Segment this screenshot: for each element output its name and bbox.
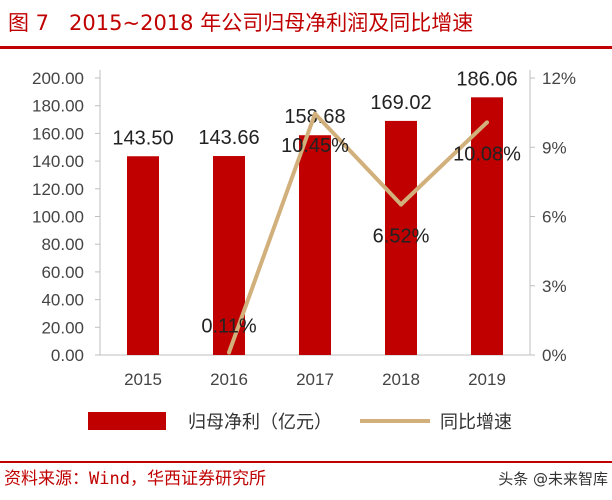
growth-point bbox=[485, 120, 489, 125]
right-axis-tick-label: 3% bbox=[542, 277, 567, 296]
figure-title-text: 2015~2018 年公司归母净利润及同比增速 bbox=[69, 11, 474, 35]
x-axis-tick-label: 2015 bbox=[124, 370, 162, 389]
bar-value-label: 143.50 bbox=[112, 127, 173, 149]
left-axis-tick-label: 60.00 bbox=[41, 263, 84, 282]
x-axis-tick-label: 2018 bbox=[382, 370, 420, 389]
source-note: 资料来源：Wind，华西证券研究所 bbox=[4, 469, 266, 489]
bar-value-label: 169.02 bbox=[370, 92, 431, 114]
legend-bar-label: 归母净利（亿元） bbox=[188, 412, 332, 433]
right-axis-tick-label: 9% bbox=[542, 138, 567, 157]
left-axis-tick-label: 0.00 bbox=[51, 346, 84, 365]
left-axis-tick-label: 200.00 bbox=[32, 69, 84, 88]
x-axis-tick-label: 2019 bbox=[468, 370, 506, 389]
bar bbox=[127, 156, 159, 355]
left-axis-tick-label: 180.00 bbox=[32, 97, 84, 116]
bar bbox=[299, 135, 331, 355]
figure-number: 图 7 bbox=[8, 11, 50, 35]
right-axis-tick-label: 0% bbox=[542, 346, 567, 365]
growth-point bbox=[399, 202, 403, 207]
left-axis-tick-label: 120.00 bbox=[32, 180, 84, 199]
left-axis-tick-label: 40.00 bbox=[41, 291, 84, 310]
legend-line-label: 同比增速 bbox=[440, 412, 512, 433]
right-axis-tick-label: 12% bbox=[542, 69, 576, 88]
bar-value-label: 143.66 bbox=[198, 127, 259, 149]
growth-value-label: 6.52% bbox=[373, 225, 430, 247]
x-axis-tick-label: 2016 bbox=[210, 370, 248, 389]
x-axis-tick-label: 2017 bbox=[296, 370, 334, 389]
left-axis-tick-label: 100.00 bbox=[32, 208, 84, 227]
growth-point bbox=[313, 111, 317, 116]
growth-point bbox=[227, 350, 231, 355]
watermark: 头条 @未来智库 bbox=[498, 470, 608, 488]
legend-bar-swatch bbox=[88, 412, 166, 430]
right-axis-tick-label: 6% bbox=[542, 208, 567, 227]
title-divider bbox=[0, 46, 612, 49]
growth-value-label: 0.11% bbox=[201, 315, 256, 337]
left-axis-tick-label: 160.00 bbox=[32, 124, 84, 143]
left-axis-tick-label: 80.00 bbox=[41, 235, 84, 254]
bar bbox=[471, 97, 503, 356]
growth-value-label: 10.45% bbox=[281, 135, 349, 157]
bar-value-label: 186.06 bbox=[456, 68, 517, 90]
figure-title: 图 7 2015~2018 年公司归母净利润及同比增速 bbox=[8, 4, 604, 42]
growth-line bbox=[227, 111, 489, 354]
source-divider bbox=[0, 461, 612, 463]
left-axis-tick-label: 20.00 bbox=[41, 318, 84, 337]
bar bbox=[385, 120, 417, 355]
growth-value-label: 10.08% bbox=[453, 143, 521, 165]
left-axis-tick-label: 140.00 bbox=[32, 152, 84, 171]
